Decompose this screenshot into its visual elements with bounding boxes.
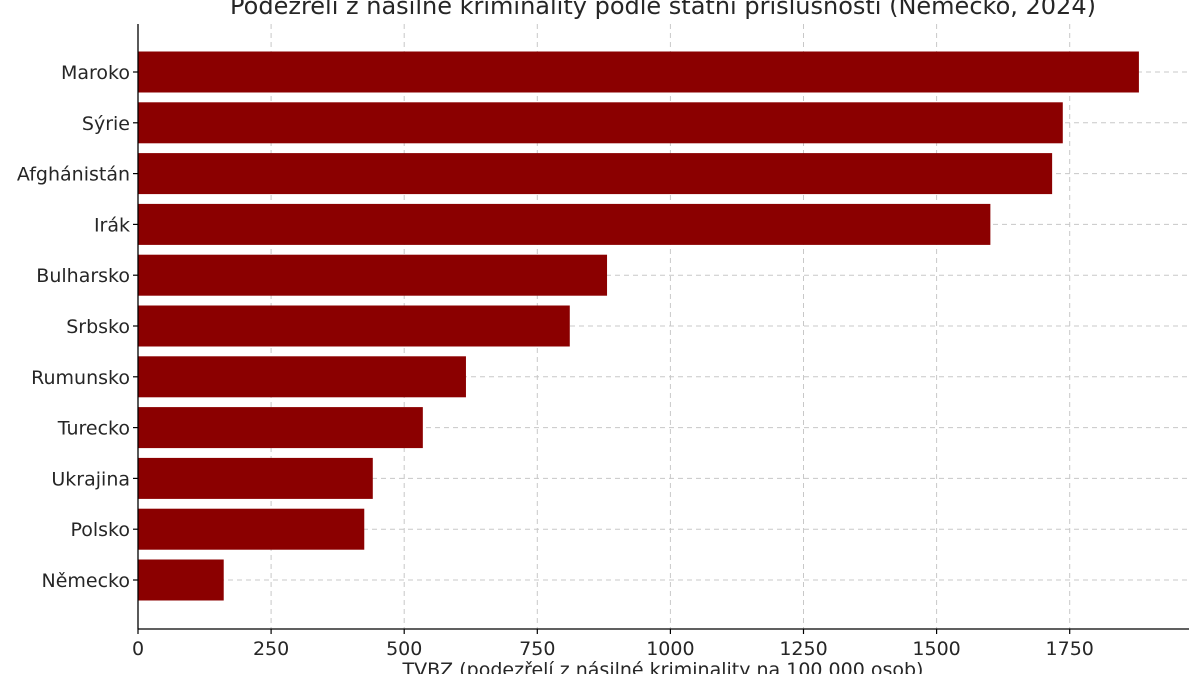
bars-layer — [138, 51, 1139, 601]
x-tick-label: 750 — [519, 638, 555, 660]
bar — [138, 508, 365, 550]
bar — [138, 305, 570, 347]
chart-title: Podezřelí z násilné kriminality podle st… — [230, 0, 1096, 20]
bar — [138, 559, 224, 601]
category-label: Německo — [42, 570, 131, 592]
bar — [138, 102, 1063, 144]
category-label: Srbsko — [66, 316, 130, 338]
x-tick-label: 1500 — [912, 638, 960, 660]
bar — [138, 203, 991, 245]
x-tick-label: 1000 — [646, 638, 694, 660]
bar — [138, 407, 423, 449]
bar — [138, 254, 608, 296]
bar — [138, 457, 373, 499]
category-label: Maroko — [61, 62, 130, 84]
category-label: Rumunsko — [31, 367, 130, 389]
bar — [138, 356, 466, 398]
x-tick-label: 1250 — [779, 638, 827, 660]
category-label: Polsko — [70, 519, 130, 541]
category-label: Ukrajina — [51, 468, 130, 490]
x-tick-label: 250 — [253, 638, 289, 660]
category-labels-layer: Maroko Sýrie Afghánistán Irák Bulharsko Srbsk… — [17, 62, 130, 592]
x-tick-label: 1750 — [1046, 638, 1094, 660]
x-ticks-layer: 0 250 500 750 1000 1250 1500 1750 — [132, 71, 1094, 660]
category-label: Bulharsko — [36, 265, 130, 287]
category-label: Sýrie — [82, 113, 130, 135]
x-axis-label: TVBZ (podezřelí z násilné kriminality na… — [402, 659, 924, 674]
bar — [138, 51, 1139, 93]
category-label: Irák — [94, 214, 130, 236]
category-label: Afghánistán — [17, 164, 130, 186]
bar — [138, 153, 1053, 195]
x-tick-label: 0 — [132, 638, 144, 660]
category-label: Turecko — [57, 418, 130, 440]
x-tick-label: 500 — [386, 638, 422, 660]
